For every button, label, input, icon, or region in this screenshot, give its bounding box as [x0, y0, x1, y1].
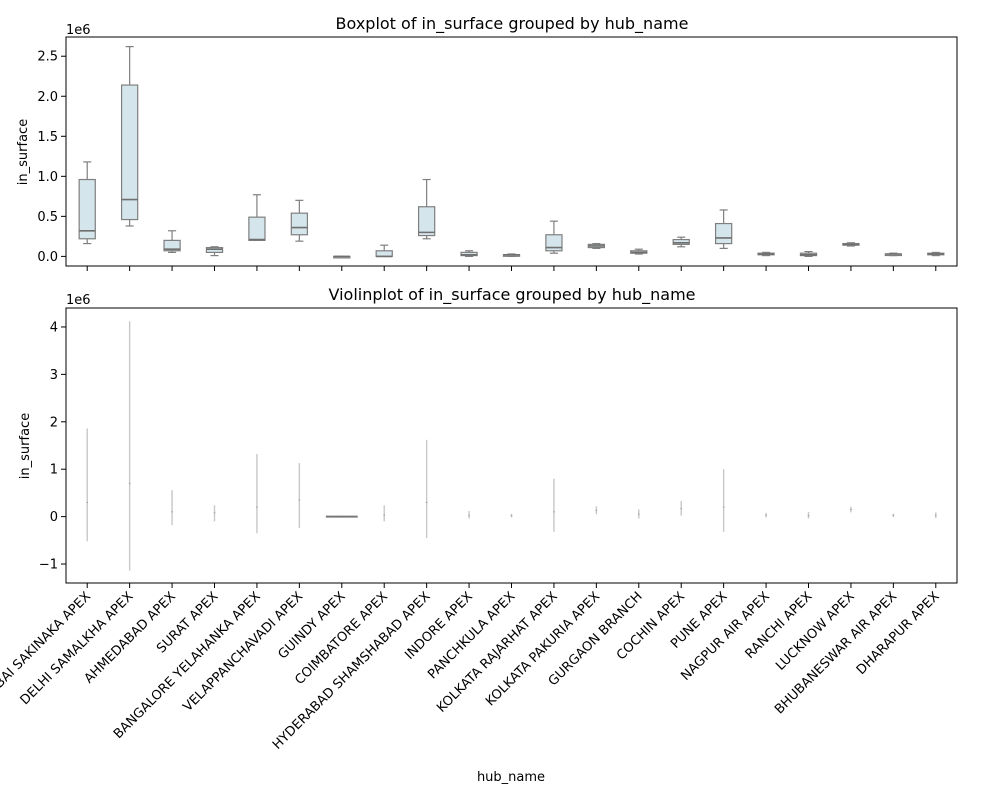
boxplot-panel: Boxplot of in_surface grouped by hub_nam… [16, 14, 958, 271]
box-iqr [290, 212, 309, 236]
violin-8 [425, 439, 428, 538]
boxplot-y-tick-label: 0.0 [37, 250, 58, 265]
box-iqr [375, 250, 393, 257]
box-iqr [545, 234, 563, 252]
box-iqr [248, 216, 266, 241]
boxplot-y-tick-label: 2.0 [37, 90, 58, 105]
violin-10 [510, 513, 513, 518]
violin-7 [383, 505, 386, 522]
violinplot-y-label: in_surface [18, 413, 33, 479]
violin-11 [553, 478, 555, 532]
violinplot-y-offset: 1e6 [66, 293, 91, 308]
box-iqr [417, 206, 436, 237]
violinplot-x-label: hub_name [477, 770, 545, 785]
box-20 [927, 251, 945, 257]
violin-18 [850, 506, 852, 513]
violin-1 [128, 321, 131, 571]
violinplot-axes-frame [65, 307, 958, 584]
boxplot-marks [78, 46, 945, 259]
violin-2 [171, 490, 173, 526]
violinplot-y-tick-label: 2 [50, 415, 58, 430]
box-19 [884, 252, 903, 257]
box-3 [205, 246, 224, 257]
violin-17 [807, 511, 810, 519]
violinplot-y-tick-label: 1 [50, 463, 58, 478]
boxplot-y-offset: 1e6 [66, 23, 91, 38]
box-17 [799, 250, 818, 257]
box-1 [120, 46, 139, 227]
boxplot-axes-frame [65, 36, 958, 267]
box-4 [248, 194, 266, 241]
violinplot-y-tick-label: 3 [50, 368, 58, 383]
violin-4 [256, 454, 258, 534]
boxplot-x-ticks [86, 266, 937, 271]
box-8 [417, 178, 436, 240]
box-13 [630, 248, 648, 255]
violinplot-title: Violinplot of in_surface grouped by hub_… [329, 285, 696, 305]
boxplot-y-label: in_surface [16, 119, 31, 185]
violinplot-y-tick-label: −1 [39, 558, 58, 573]
box-2 [163, 230, 181, 253]
box-12 [587, 242, 606, 249]
violin-13 [637, 509, 640, 519]
violinplot-y-ticks: −1 0 1 2 3 4 [39, 320, 66, 573]
boxplot-y-tick-label: 2.5 [37, 50, 58, 65]
box-5 [290, 199, 309, 242]
violinplot-y-tick-label: 4 [50, 320, 58, 335]
box-9 [460, 250, 478, 257]
box-iqr [460, 251, 478, 257]
violin-20 [934, 512, 937, 519]
violin-16 [765, 512, 767, 518]
violin-3 [213, 505, 216, 522]
box-iqr [672, 238, 690, 245]
violin-19 [892, 513, 895, 518]
violin-6 [325, 515, 358, 518]
boxplot-y-tick-label: 1.0 [37, 170, 58, 185]
violinplot-x-ticks [86, 583, 937, 588]
box-iqr [205, 246, 224, 253]
box-7 [375, 244, 393, 258]
box-iqr [163, 239, 181, 252]
boxplot-y-ticks: 0.0 0.5 1.0 1.5 2.0 2.5 [37, 50, 66, 265]
violin-9 [468, 510, 470, 519]
box-iqr [120, 84, 139, 221]
box-14 [672, 236, 690, 248]
box-0 [78, 161, 96, 245]
boxplot-y-tick-label: 1.5 [37, 130, 58, 145]
violin-5 [298, 463, 301, 528]
box-15 [714, 209, 733, 249]
box-10 [502, 253, 521, 257]
box-18 [842, 242, 860, 247]
boxplot-y-tick-label: 0.5 [37, 210, 58, 225]
box-iqr [78, 178, 96, 240]
violin-12 [595, 506, 598, 515]
boxplot-title: Boxplot of in_surface grouped by hub_nam… [336, 14, 689, 34]
violin-14 [680, 500, 683, 516]
box-16 [757, 251, 775, 257]
violinplot-marks [86, 321, 937, 571]
violinplot-y-tick-label: 0 [50, 510, 58, 525]
box-iqr [714, 222, 733, 245]
violin-15 [722, 469, 725, 532]
box-11 [545, 220, 563, 254]
violin-0 [86, 428, 89, 542]
box-6 [333, 255, 351, 259]
